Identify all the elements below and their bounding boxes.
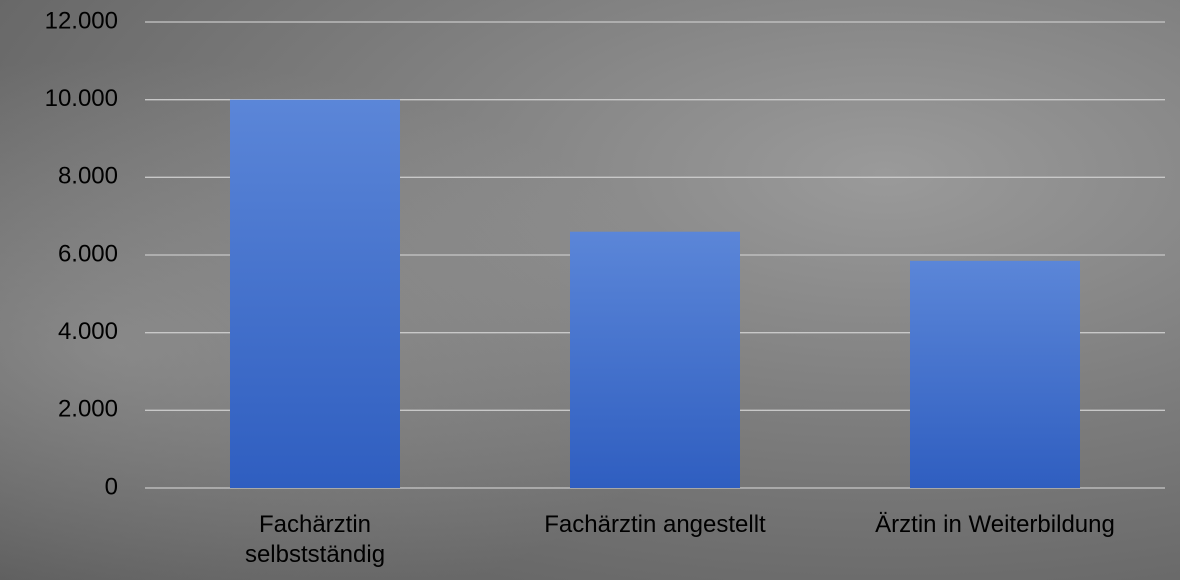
bar <box>910 260 1080 488</box>
x-tick-label: Fachärztin angestellt <box>544 511 766 538</box>
bar <box>570 231 740 488</box>
y-tick-label: 8.000 <box>58 163 118 190</box>
x-tick-label: Ärztin in Weiterbildung <box>875 511 1115 538</box>
y-tick-label: 12.000 <box>45 7 118 34</box>
y-tick-label: 0 <box>105 473 118 500</box>
y-tick-label: 6.000 <box>58 240 118 267</box>
y-tick-label: 10.000 <box>45 85 118 112</box>
y-tick-label: 4.000 <box>58 318 118 345</box>
x-tick-label: Fachärztin selbstständig <box>244 511 386 568</box>
y-tick-label: 2.000 <box>58 396 118 423</box>
bar <box>230 99 400 489</box>
